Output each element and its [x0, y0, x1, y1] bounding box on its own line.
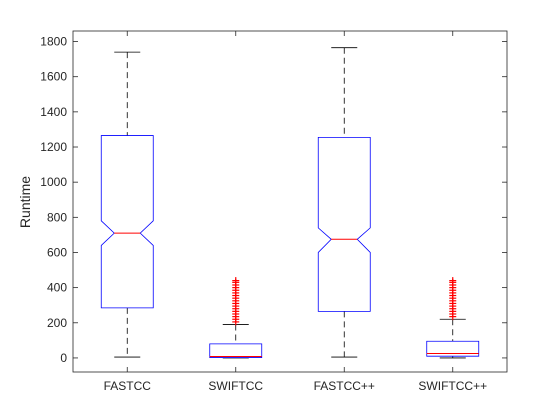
axes-frame — [72, 30, 508, 373]
box-group-swiftccplusplus — [426, 277, 480, 359]
notched-box — [317, 136, 371, 312]
x-tick-label: SWIFTCC++ — [418, 379, 487, 393]
notched-box — [209, 343, 263, 358]
y-axis-label: Runtime — [17, 176, 33, 228]
box-group-swiftcc — [209, 277, 263, 359]
y-tick-label: 600 — [47, 245, 67, 259]
x-tick-label: SWIFTCC — [208, 379, 263, 393]
boxes-layer — [100, 47, 480, 359]
y-tick-label: 400 — [47, 281, 67, 295]
y-tick-label: 0 — [60, 351, 67, 365]
box-group-fastcc — [100, 51, 154, 358]
x-tick-label: FASTCC++ — [314, 379, 375, 393]
y-tick-label: 800 — [47, 210, 67, 224]
outlier-marker — [232, 277, 240, 285]
y-tick-label: 200 — [47, 316, 67, 330]
y-tick-label: 1400 — [40, 105, 67, 119]
x-tick-label: FASTCC — [104, 379, 152, 393]
y-tick-label: 1800 — [40, 35, 67, 49]
box-group-fastccplusplus — [317, 47, 371, 358]
x-axis: FASTCC SWIFTCC FASTCC++ SWIFTCC++ — [104, 31, 487, 393]
notched-box — [426, 340, 480, 357]
y-tick-label: 1200 — [40, 140, 67, 154]
outlier-marker — [449, 277, 457, 285]
notched-box — [100, 135, 154, 309]
y-tick-label: 1000 — [40, 175, 67, 189]
y-tick-label: 1600 — [40, 70, 67, 84]
y-axis: 0 200 400 600 800 1000 1200 1400 1600 1800 — [40, 35, 507, 365]
